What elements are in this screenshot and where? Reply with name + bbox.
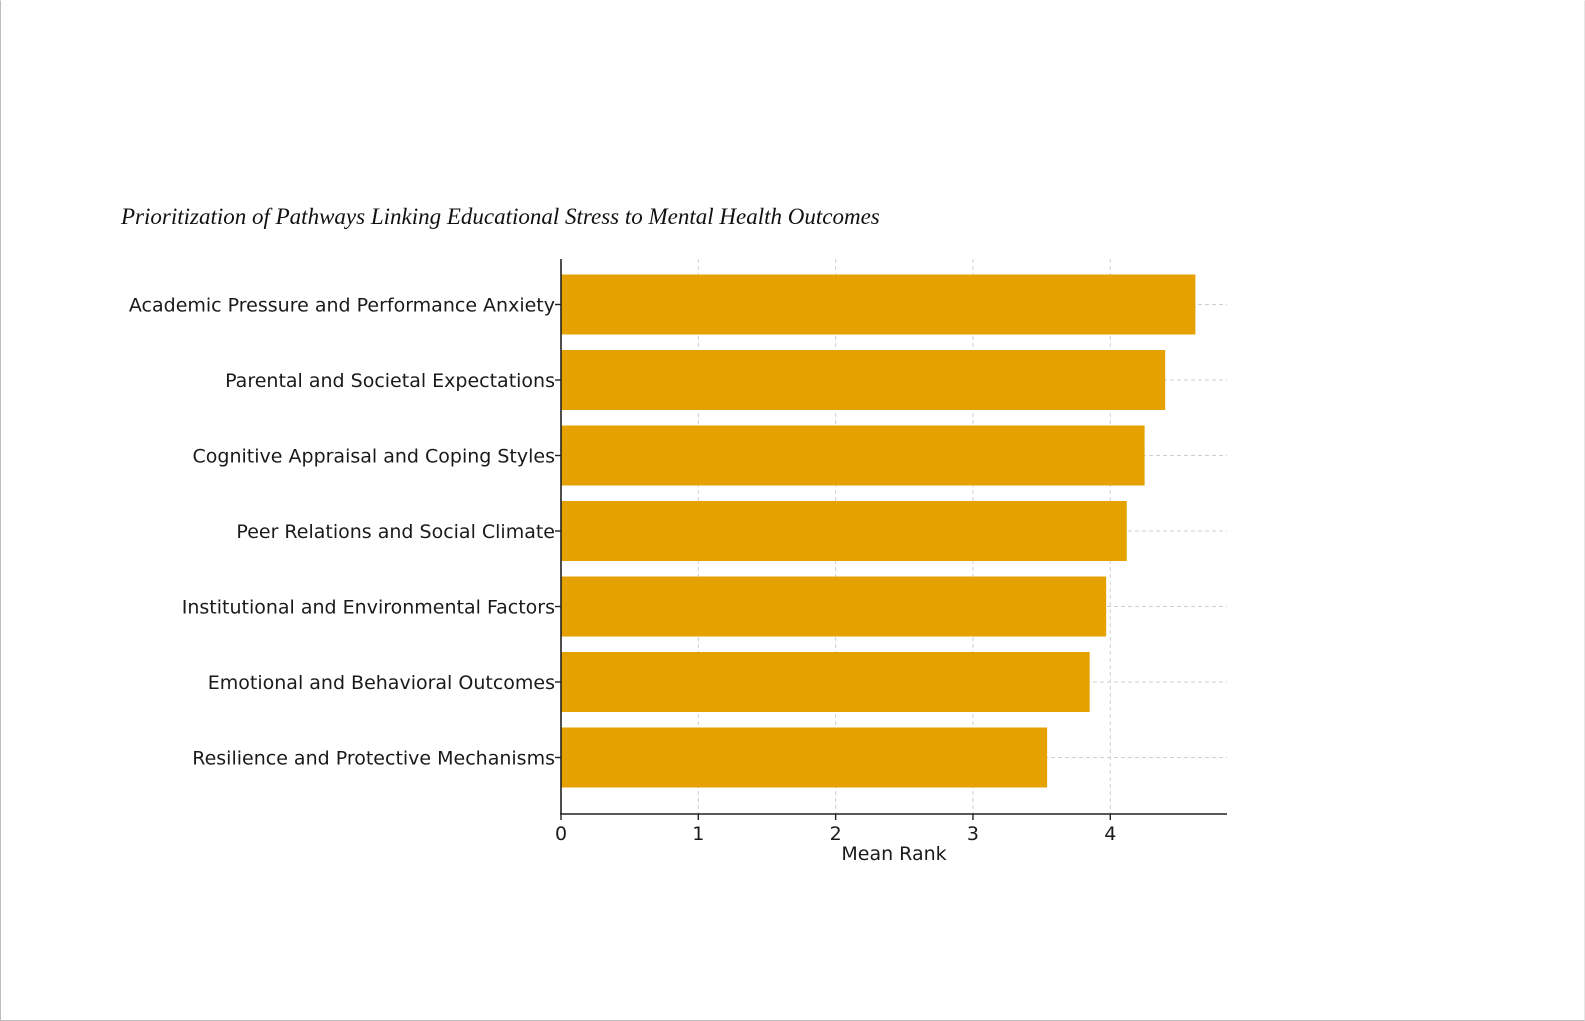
x-tick-label-2: 2 (830, 823, 842, 845)
x-tick-label-4: 4 (1104, 823, 1116, 845)
bar-1 (561, 350, 1166, 410)
bars (561, 274, 1196, 788)
bar-5 (561, 652, 1090, 712)
axes (560, 259, 1227, 815)
x-tick-label-3: 3 (967, 823, 979, 845)
bar-4 (561, 576, 1107, 637)
category-label-5: Emotional and Behavioral Outcomes (208, 672, 555, 694)
chart-title: Prioritization of Pathways Linking Educa… (120, 204, 880, 229)
category-label-4: Institutional and Environmental Factors (182, 597, 555, 619)
category-label-1: Parental and Societal Expectations (225, 370, 555, 392)
category-labels: Academic Pressure and Performance Anxiet… (129, 295, 561, 770)
x-axis-label: Mean Rank (841, 843, 946, 865)
x-tick-label-1: 1 (692, 823, 704, 845)
bar-0 (561, 274, 1196, 335)
bar-6 (561, 727, 1048, 788)
category-label-6: Resilience and Protective Mechanisms (192, 748, 555, 770)
bar-2 (561, 425, 1145, 486)
category-label-3: Peer Relations and Social Climate (236, 521, 555, 543)
bar-3 (561, 501, 1127, 561)
x-tick-label-0: 0 (555, 823, 567, 845)
category-label-2: Cognitive Appraisal and Coping Styles (193, 446, 555, 468)
x-ticks: 0 1 2 3 4 (555, 814, 1116, 845)
category-label-0: Academic Pressure and Performance Anxiet… (129, 295, 555, 317)
